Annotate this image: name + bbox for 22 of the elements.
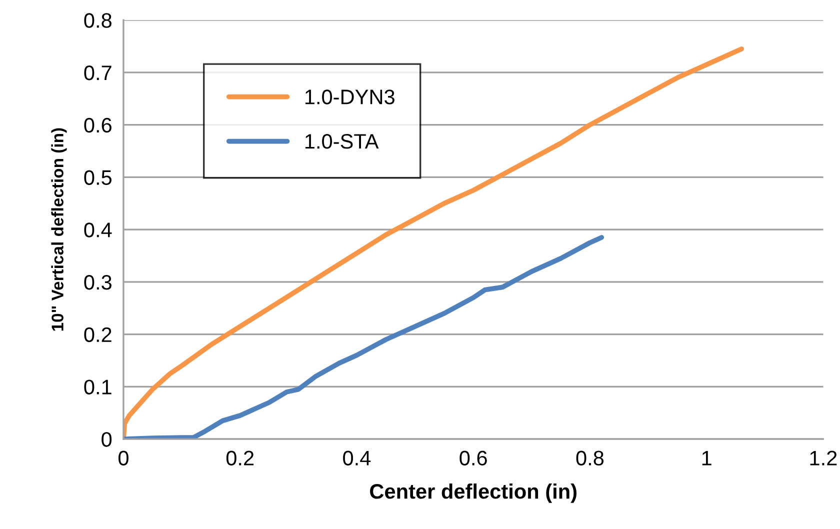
y-tick-label: 0.2 [84,327,112,342]
x-tick-label: 0.8 [576,450,604,466]
y-tick-label: 0.5 [84,170,112,185]
x-tick-label: 1.2 [810,450,837,466]
y-tick-label: 0.1 [84,380,112,394]
y-tick-label: 0 [102,432,112,447]
y-axis-title: 10" Vertical deflection (in) [51,128,67,331]
line-series [123,46,744,440]
x-axis-title: Center deflection (in) [370,483,576,503]
x-tick-label: 0.6 [460,450,487,466]
legend-label: 1.0-DYN3 [305,90,394,104]
x-tick-label: 1 [702,450,712,466]
y-tick-label: 0.4 [84,222,112,238]
legend-label: 1.0-STA [305,134,379,149]
x-tick-label: 0.2 [226,450,254,466]
y-tick-label: 0.6 [84,118,112,133]
x-tick-label: 0.4 [343,450,371,466]
x-tick-label: 0 [118,450,128,466]
y-tick-label: 0.7 [84,65,112,80]
y-tick-label: 0.8 [84,13,112,28]
line-series [123,235,604,440]
y-tick-label: 0.3 [84,274,112,290]
